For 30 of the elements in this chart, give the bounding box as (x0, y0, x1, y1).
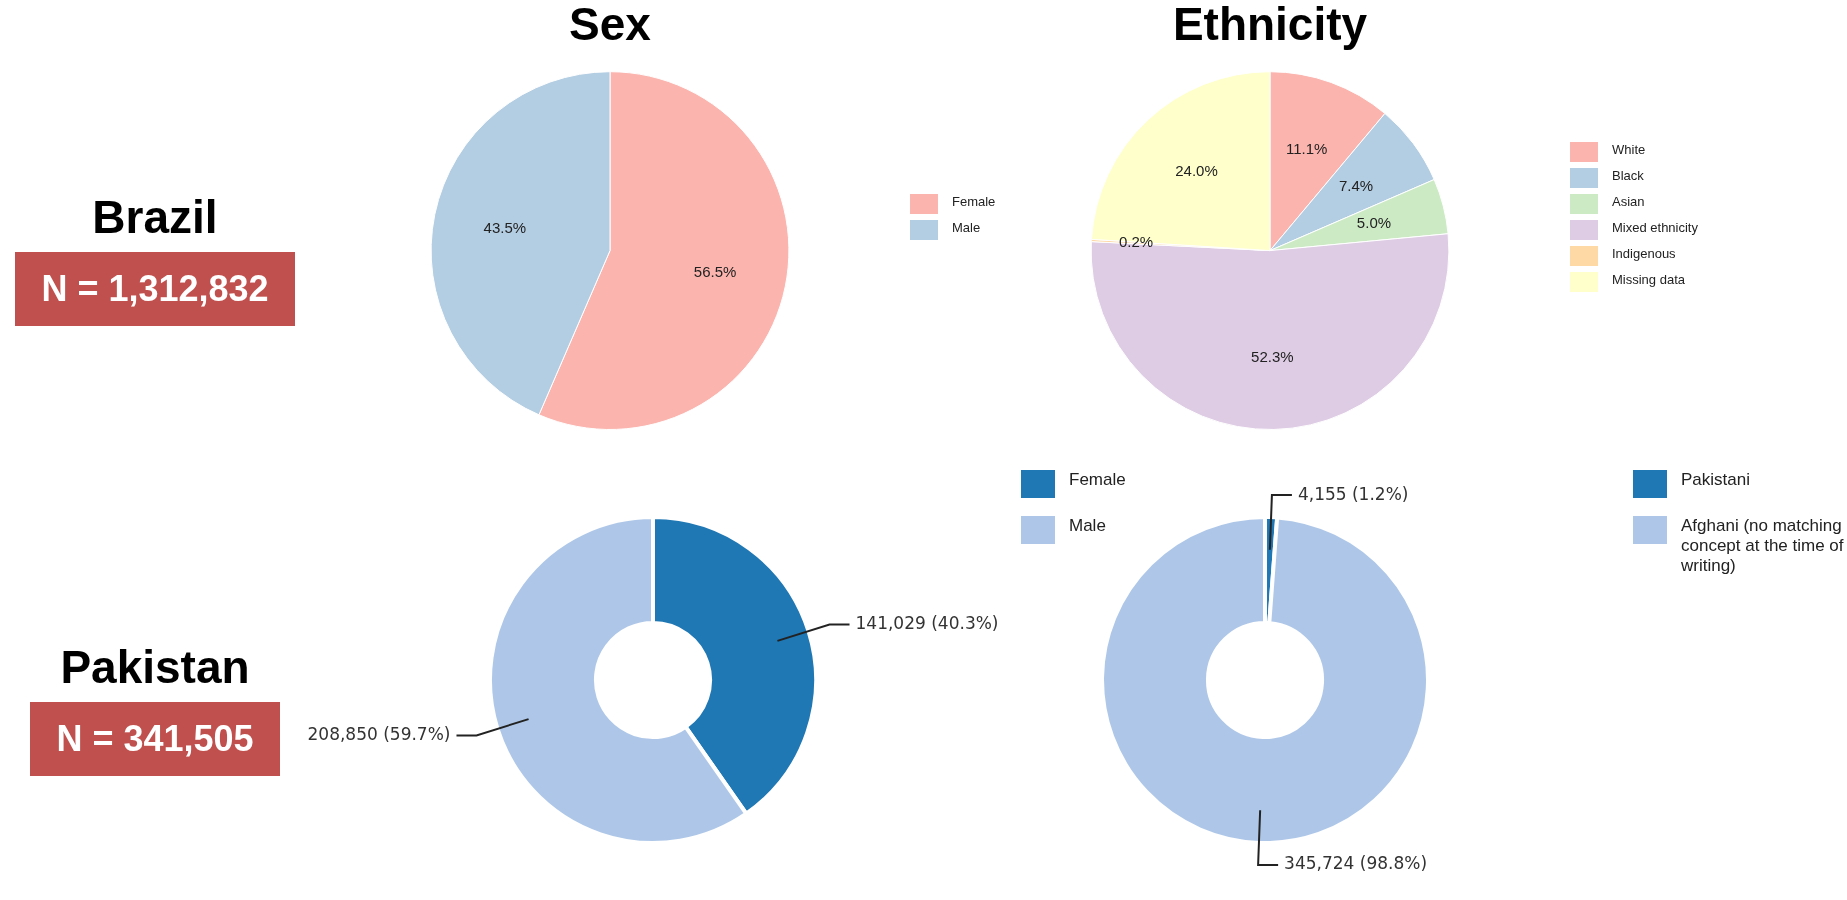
legend-label: Mixed ethnicity (1612, 220, 1698, 235)
legend-label: Missing data (1612, 272, 1685, 287)
legend-label: Female (1069, 470, 1126, 490)
chart-title: Sex (569, 0, 652, 51)
legend-label: Black (1612, 168, 1644, 183)
data-label: 0.2% (1118, 233, 1154, 251)
text: Pakistan (60, 640, 250, 694)
data-label: 24.0% (1175, 162, 1218, 180)
text: N = 341,505 (30, 702, 280, 776)
legend-label: Indigenous (1612, 246, 1676, 261)
text: Brazil (92, 190, 218, 244)
legend-label: Asian (1612, 194, 1645, 209)
data-label: 7.4% (1338, 176, 1374, 194)
legend-label: Female (952, 194, 996, 209)
legend-label: White (1612, 142, 1646, 157)
legend-label: Pakistani (1681, 470, 1750, 490)
legend-label: Afghani (no matching concept at the time of writing) (1681, 516, 1845, 576)
data-label: 345,724 (98.8%) (1284, 853, 1428, 874)
data-label: 141,029 (40.3%) (855, 612, 999, 633)
data-label: 4,155 (1.2%) (1297, 483, 1409, 504)
data-label: 11.1% (1285, 139, 1328, 157)
data-label: 5.0% (1356, 214, 1392, 232)
data-label: 56.5% (693, 262, 737, 280)
data-label: 52.3% (1251, 348, 1294, 366)
text: N = 1,312,832 (15, 252, 295, 326)
legend-label: Male (952, 220, 981, 235)
data-label: 43.5% (483, 218, 527, 236)
data-label: 208,850 (59.7%) (307, 723, 451, 744)
chart-title: Ethnicity (1172, 0, 1368, 51)
legend-label: Male (1069, 516, 1106, 536)
